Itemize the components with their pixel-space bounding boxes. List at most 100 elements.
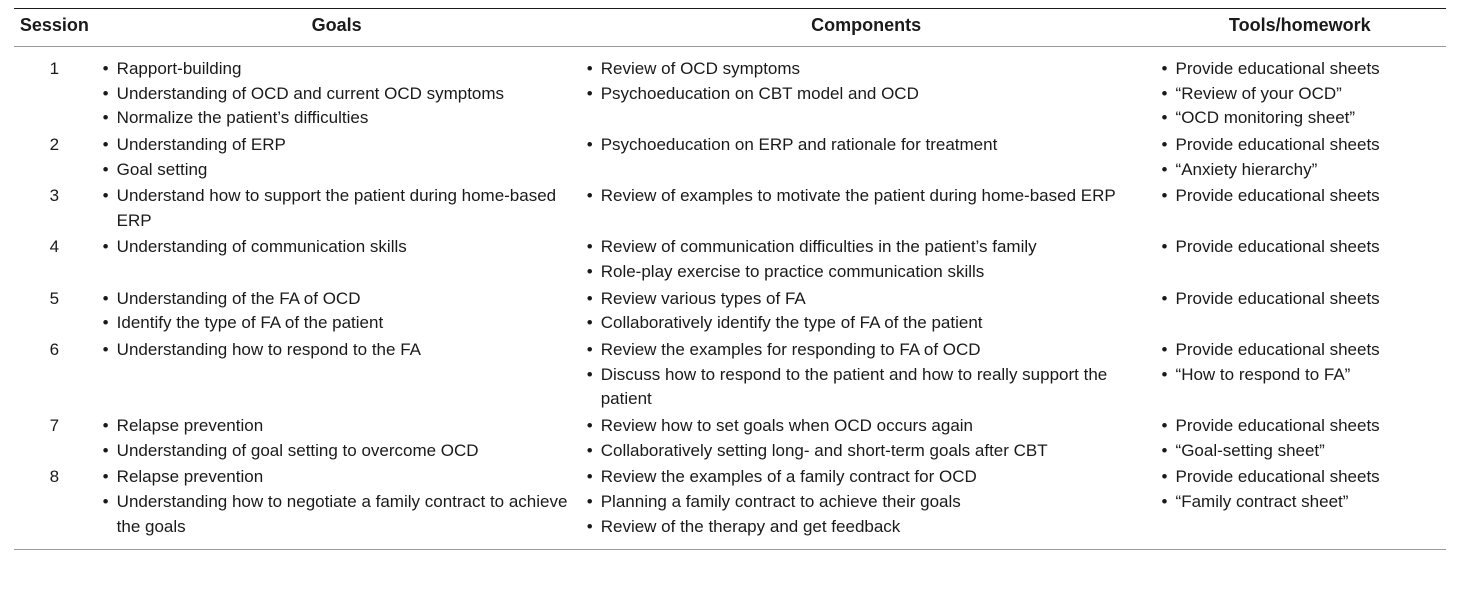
list-item: Relapse prevention <box>103 465 571 490</box>
list-item: Provide educational sheets <box>1162 235 1438 260</box>
list-item: Collaboratively setting long- and short-… <box>587 439 1146 464</box>
session-cell: 3 <box>14 182 95 233</box>
table-body: 1Rapport-buildingUnderstanding of OCD an… <box>14 47 1446 550</box>
table-header-row: Session Goals Components Tools/homework <box>14 9 1446 47</box>
goals-list: Rapport-buildingUnderstanding of OCD and… <box>103 57 571 131</box>
components-list: Review of OCD symptomsPsychoeducation on… <box>587 57 1146 106</box>
col-header-session: Session <box>14 9 95 47</box>
list-item: Review of examples to motivate the patie… <box>587 184 1146 209</box>
list-item: Understanding how to negotiate a family … <box>103 490 571 539</box>
table-row: 8Relapse preventionUnderstanding how to … <box>14 463 1446 549</box>
goals-cell: Understanding of ERPGoal setting <box>95 131 579 182</box>
components-list: Psychoeducation on ERP and rationale for… <box>587 133 1146 158</box>
goals-list: Understanding of communication skills <box>103 235 571 260</box>
session-cell: 2 <box>14 131 95 182</box>
tools-list: Provide educational sheets <box>1162 287 1438 312</box>
table-row: 3Understand how to support the patient d… <box>14 182 1446 233</box>
components-cell: Psychoeducation on ERP and rationale for… <box>579 131 1154 182</box>
list-item: Review of communication difficulties in … <box>587 235 1146 260</box>
tools-cell: Provide educational sheets“Anxiety hiera… <box>1154 131 1446 182</box>
list-item: Goal setting <box>103 158 571 183</box>
tools-cell: Provide educational sheets“Goal-setting … <box>1154 412 1446 463</box>
goals-list: Relapse preventionUnderstanding of goal … <box>103 414 571 463</box>
list-item: Review various types of FA <box>587 287 1146 312</box>
components-list: Review various types of FACollaborativel… <box>587 287 1146 336</box>
list-item: Understanding of communication skills <box>103 235 571 260</box>
list-item: Provide educational sheets <box>1162 57 1438 82</box>
list-item: Review how to set goals when OCD occurs … <box>587 414 1146 439</box>
goals-list: Understand how to support the patient du… <box>103 184 571 233</box>
components-list: Review the examples for responding to FA… <box>587 338 1146 412</box>
tools-list: Provide educational sheets“Anxiety hiera… <box>1162 133 1438 182</box>
tools-cell: Provide educational sheets <box>1154 233 1446 284</box>
list-item: Understanding of goal setting to overcom… <box>103 439 571 464</box>
tools-cell: Provide educational sheets <box>1154 285 1446 336</box>
list-item: Psychoeducation on CBT model and OCD <box>587 82 1146 107</box>
table-container: Session Goals Components Tools/homework … <box>0 0 1460 564</box>
tools-cell: Provide educational sheets“Review of you… <box>1154 47 1446 131</box>
list-item: Normalize the patient’s difficulties <box>103 106 571 131</box>
list-item: Review of the therapy and get feedback <box>587 515 1146 540</box>
list-item: Review of OCD symptoms <box>587 57 1146 82</box>
list-item: Provide educational sheets <box>1162 184 1438 209</box>
list-item: Review the examples for responding to FA… <box>587 338 1146 363</box>
tools-cell: Provide educational sheets <box>1154 182 1446 233</box>
tools-cell: Provide educational sheets“How to respon… <box>1154 336 1446 412</box>
tools-cell: Provide educational sheets“Family contra… <box>1154 463 1446 549</box>
tools-list: Provide educational sheets <box>1162 184 1438 209</box>
goals-cell: Relapse preventionUnderstanding of goal … <box>95 412 579 463</box>
components-cell: Review how to set goals when OCD occurs … <box>579 412 1154 463</box>
list-item: “How to respond to FA” <box>1162 363 1438 388</box>
list-item: “OCD monitoring sheet” <box>1162 106 1438 131</box>
col-header-goals: Goals <box>95 9 579 47</box>
goals-cell: Understand how to support the patient du… <box>95 182 579 233</box>
list-item: Identify the type of FA of the patient <box>103 311 571 336</box>
list-item: Understand how to support the patient du… <box>103 184 571 233</box>
list-item: Provide educational sheets <box>1162 133 1438 158</box>
col-header-tools: Tools/homework <box>1154 9 1446 47</box>
list-item: Psychoeducation on ERP and rationale for… <box>587 133 1146 158</box>
list-item: Planning a family contract to achieve th… <box>587 490 1146 515</box>
components-cell: Review the examples for responding to FA… <box>579 336 1154 412</box>
session-cell: 5 <box>14 285 95 336</box>
components-list: Review how to set goals when OCD occurs … <box>587 414 1146 463</box>
list-item: Provide educational sheets <box>1162 414 1438 439</box>
list-item: “Goal-setting sheet” <box>1162 439 1438 464</box>
session-cell: 8 <box>14 463 95 549</box>
components-cell: Review of communication difficulties in … <box>579 233 1154 284</box>
components-cell: Review of OCD symptomsPsychoeducation on… <box>579 47 1154 131</box>
table-row: 2Understanding of ERPGoal settingPsychoe… <box>14 131 1446 182</box>
components-list: Review of examples to motivate the patie… <box>587 184 1146 209</box>
list-item: Relapse prevention <box>103 414 571 439</box>
list-item: Role-play exercise to practice communica… <box>587 260 1146 285</box>
list-item: Understanding how to respond to the FA <box>103 338 571 363</box>
goals-cell: Relapse preventionUnderstanding how to n… <box>95 463 579 549</box>
tools-list: Provide educational sheets“How to respon… <box>1162 338 1438 387</box>
tools-list: Provide educational sheets <box>1162 235 1438 260</box>
list-item: Provide educational sheets <box>1162 338 1438 363</box>
list-item: Rapport-building <box>103 57 571 82</box>
session-cell: 4 <box>14 233 95 284</box>
table-row: 4 Understanding of communication skills Re… <box>14 233 1446 284</box>
list-item: Collaboratively identify the type of FA … <box>587 311 1146 336</box>
components-cell: Review various types of FACollaborativel… <box>579 285 1154 336</box>
session-cell: 7 <box>14 412 95 463</box>
goals-cell: Rapport-buildingUnderstanding of OCD and… <box>95 47 579 131</box>
list-item: Discuss how to respond to the patient an… <box>587 363 1146 412</box>
session-cell: 6 <box>14 336 95 412</box>
goals-cell: Understanding of communication skills <box>95 233 579 284</box>
goals-cell: Understanding of the FA of OCDIdentify t… <box>95 285 579 336</box>
list-item: Provide educational sheets <box>1162 287 1438 312</box>
list-item: Understanding of ERP <box>103 133 571 158</box>
table-row: 6 Understanding how to respond to the FA R… <box>14 336 1446 412</box>
table-row: 5Understanding of the FA of OCDIdentify … <box>14 285 1446 336</box>
goals-cell: Understanding how to respond to the FA <box>95 336 579 412</box>
list-item: “Anxiety hierarchy” <box>1162 158 1438 183</box>
tools-list: Provide educational sheets“Review of you… <box>1162 57 1438 131</box>
goals-list: Understanding of ERPGoal setting <box>103 133 571 182</box>
components-list: Review the examples of a family contract… <box>587 465 1146 539</box>
goals-list: Understanding how to respond to the FA <box>103 338 571 363</box>
components-cell: Review the examples of a family contract… <box>579 463 1154 549</box>
tools-list: Provide educational sheets“Goal-setting … <box>1162 414 1438 463</box>
list-item: Review the examples of a family contract… <box>587 465 1146 490</box>
